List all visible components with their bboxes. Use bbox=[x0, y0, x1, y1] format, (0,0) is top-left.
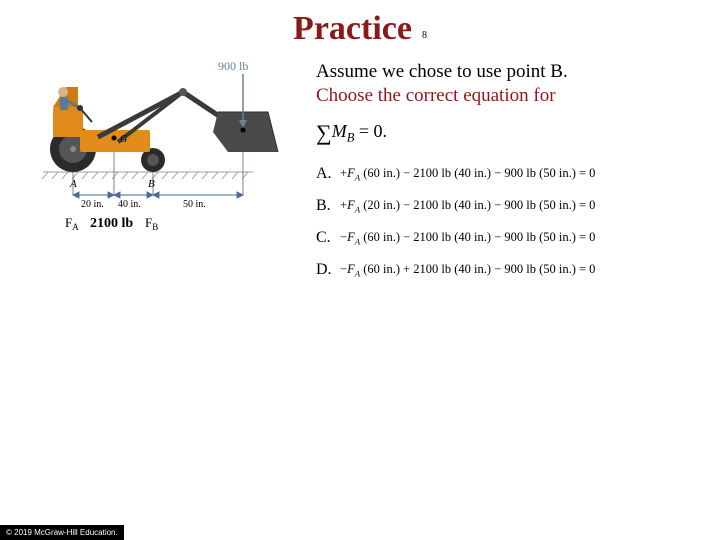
svg-text:FA: FA bbox=[65, 215, 79, 232]
choice-label: B. bbox=[316, 197, 340, 215]
svg-text:40 in.: 40 in. bbox=[118, 199, 141, 210]
figure-freebody: G 900 lb A B 20 in. bbox=[18, 52, 298, 232]
copyright-bar: © 2019 McGraw-Hill Education. bbox=[0, 525, 124, 540]
choice-c[interactable]: C. −FA (60 in.) − 2100 lb (40 in.) − 900… bbox=[316, 229, 711, 247]
prompt-line-2: Choose the correct equation for bbox=[316, 84, 711, 108]
svg-text:2100 lb: 2100 lb bbox=[90, 216, 133, 231]
page-title-sub: 8 bbox=[422, 30, 427, 41]
page-title: Practice bbox=[293, 10, 412, 47]
choices-list: A. +FA (60 in.) − 2100 lb (40 in.) − 900… bbox=[316, 165, 711, 293]
figure-svg: G 900 lb A B 20 in. bbox=[18, 52, 298, 232]
svg-text:A: A bbox=[69, 178, 77, 190]
svg-text:50 in.: 50 in. bbox=[183, 199, 206, 210]
choice-label: C. bbox=[316, 229, 340, 247]
prompt-line-1: Assume we chose to use point B. bbox=[316, 60, 711, 84]
question-prompt: Assume we chose to use point B. Choose t… bbox=[316, 60, 711, 108]
svg-text:G: G bbox=[120, 134, 127, 145]
load-label: 900 lb bbox=[218, 59, 248, 73]
svg-text:B: B bbox=[148, 178, 155, 190]
moment-equation: ∑MB = 0. bbox=[316, 120, 387, 146]
title-row: Practice 8 bbox=[0, 10, 720, 48]
choice-label: D. bbox=[316, 261, 340, 279]
choice-d[interactable]: D. −FA (60 in.) + 2100 lb (40 in.) − 900… bbox=[316, 261, 711, 279]
choice-equation: −FA (60 in.) − 2100 lb (40 in.) − 900 lb… bbox=[340, 230, 595, 247]
choice-label: A. bbox=[316, 165, 340, 183]
svg-text:FB: FB bbox=[145, 215, 158, 232]
choice-a[interactable]: A. +FA (60 in.) − 2100 lb (40 in.) − 900… bbox=[316, 165, 711, 183]
choice-equation: +FA (60 in.) − 2100 lb (40 in.) − 900 lb… bbox=[340, 166, 595, 183]
choice-equation: +FA (20 in.) − 2100 lb (40 in.) − 900 lb… bbox=[340, 198, 595, 215]
svg-text:20 in.: 20 in. bbox=[81, 199, 104, 210]
choice-equation: −FA (60 in.) + 2100 lb (40 in.) − 900 lb… bbox=[340, 262, 595, 279]
choice-b[interactable]: B. +FA (20 in.) − 2100 lb (40 in.) − 900… bbox=[316, 197, 711, 215]
